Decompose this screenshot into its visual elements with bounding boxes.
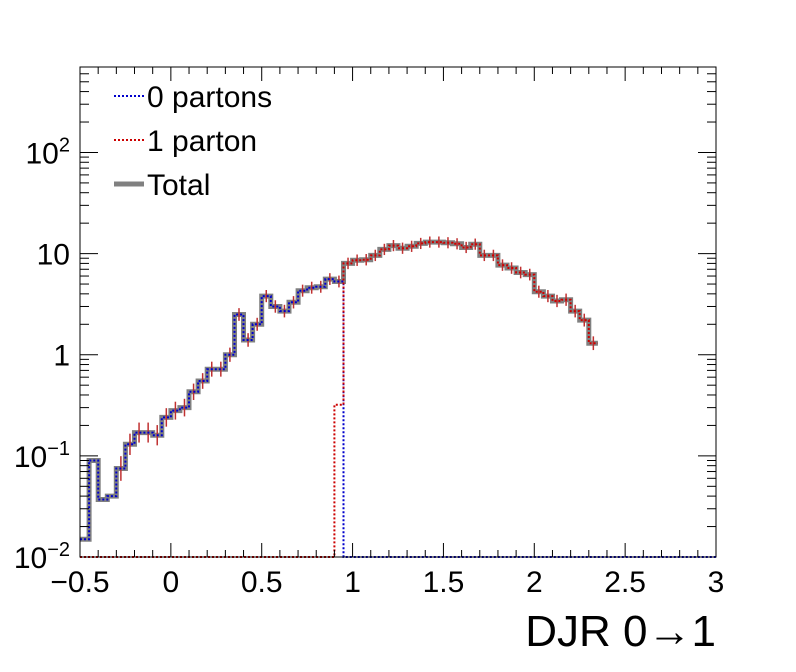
y-axis: 10−2 10−1 1 10 102 — [14, 66, 716, 575]
plot-frame — [79, 66, 717, 558]
y-tick-label: 1 — [53, 340, 70, 373]
histogram-series-layer — [80, 236, 716, 558]
x-tick-label: 0.5 — [241, 566, 283, 599]
y-tick-label: 102 — [26, 134, 71, 170]
x-tick-label: 2.5 — [604, 566, 646, 599]
y-tick-label: 10 — [37, 239, 70, 272]
x-axis: −0.5 0 0.5 1 1.5 2 2.5 3 — [50, 67, 724, 599]
x-tick-label: 3 — [708, 566, 725, 599]
x-tick-label: 2 — [526, 566, 543, 599]
series-1-parton-line — [80, 241, 598, 558]
legend-label: Total — [147, 169, 210, 202]
legend-label: 0 partons — [147, 81, 272, 114]
y-tick-label: 10−1 — [14, 438, 70, 474]
x-tick-label: 0 — [163, 566, 180, 599]
x-tick-label: 1.5 — [423, 566, 465, 599]
legend: 0 partons 1 parton Total — [114, 81, 272, 202]
x-tick-label: −0.5 — [50, 566, 109, 599]
legend-label: 1 parton — [147, 125, 257, 158]
x-tick-label: 1 — [344, 566, 361, 599]
y-tick-label: 10−2 — [14, 539, 70, 575]
x-axis-title: DJR 0→1 — [525, 607, 716, 656]
